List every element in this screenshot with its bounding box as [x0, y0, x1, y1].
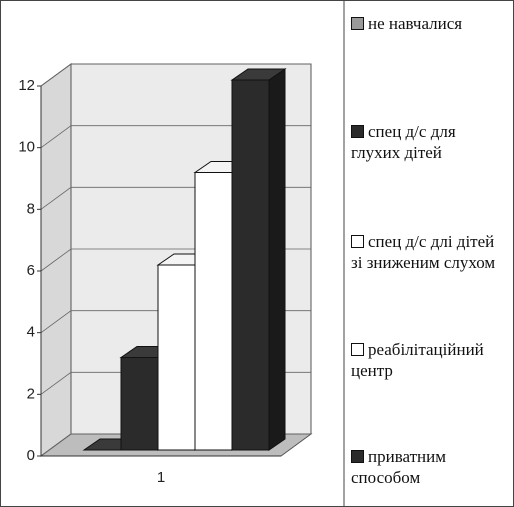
legend-swatch [351, 450, 364, 463]
legend-label: не навчалися [368, 14, 463, 33]
bar-top [230, 68, 287, 81]
y-tick-label: 0 [27, 447, 35, 464]
legend-item: реабілітаційний центр [351, 339, 509, 381]
legend-item: приватним способом [351, 446, 509, 488]
y-tick-label: 8 [27, 200, 35, 217]
legend-item: не навчалися [351, 13, 509, 34]
legend-label: спец д/с длі дітей зі зниженим слухом [351, 232, 496, 272]
legend-swatch [351, 235, 364, 248]
legend-swatch [351, 125, 364, 138]
grid-line [40, 125, 311, 148]
x-tick-label: 1 [157, 469, 165, 486]
grid-line [40, 63, 311, 87]
bar-front [157, 264, 196, 451]
y-tick-label: 12 [18, 77, 35, 94]
bar-front [120, 357, 159, 451]
bar-front [194, 172, 233, 451]
legend-item: спец д/с длі дітей зі зниженим слухом [351, 231, 509, 273]
y-tick-label: 4 [27, 324, 35, 341]
bar-front [231, 79, 270, 451]
legend-swatch [351, 343, 364, 356]
y-tick-label: 10 [18, 139, 35, 156]
legend-label: спец д/с для глухих дітей [351, 122, 456, 162]
bar [230, 68, 287, 451]
y-tick-label: 2 [27, 385, 35, 402]
bar-side [268, 68, 286, 451]
legend-label: реабілітаційний центр [351, 340, 484, 380]
legend-label: приватним способом [351, 447, 446, 487]
y-tick-label: 6 [27, 262, 35, 279]
legend-item: спец д/с для глухих дітей [351, 121, 509, 163]
legend-swatch [351, 17, 364, 30]
